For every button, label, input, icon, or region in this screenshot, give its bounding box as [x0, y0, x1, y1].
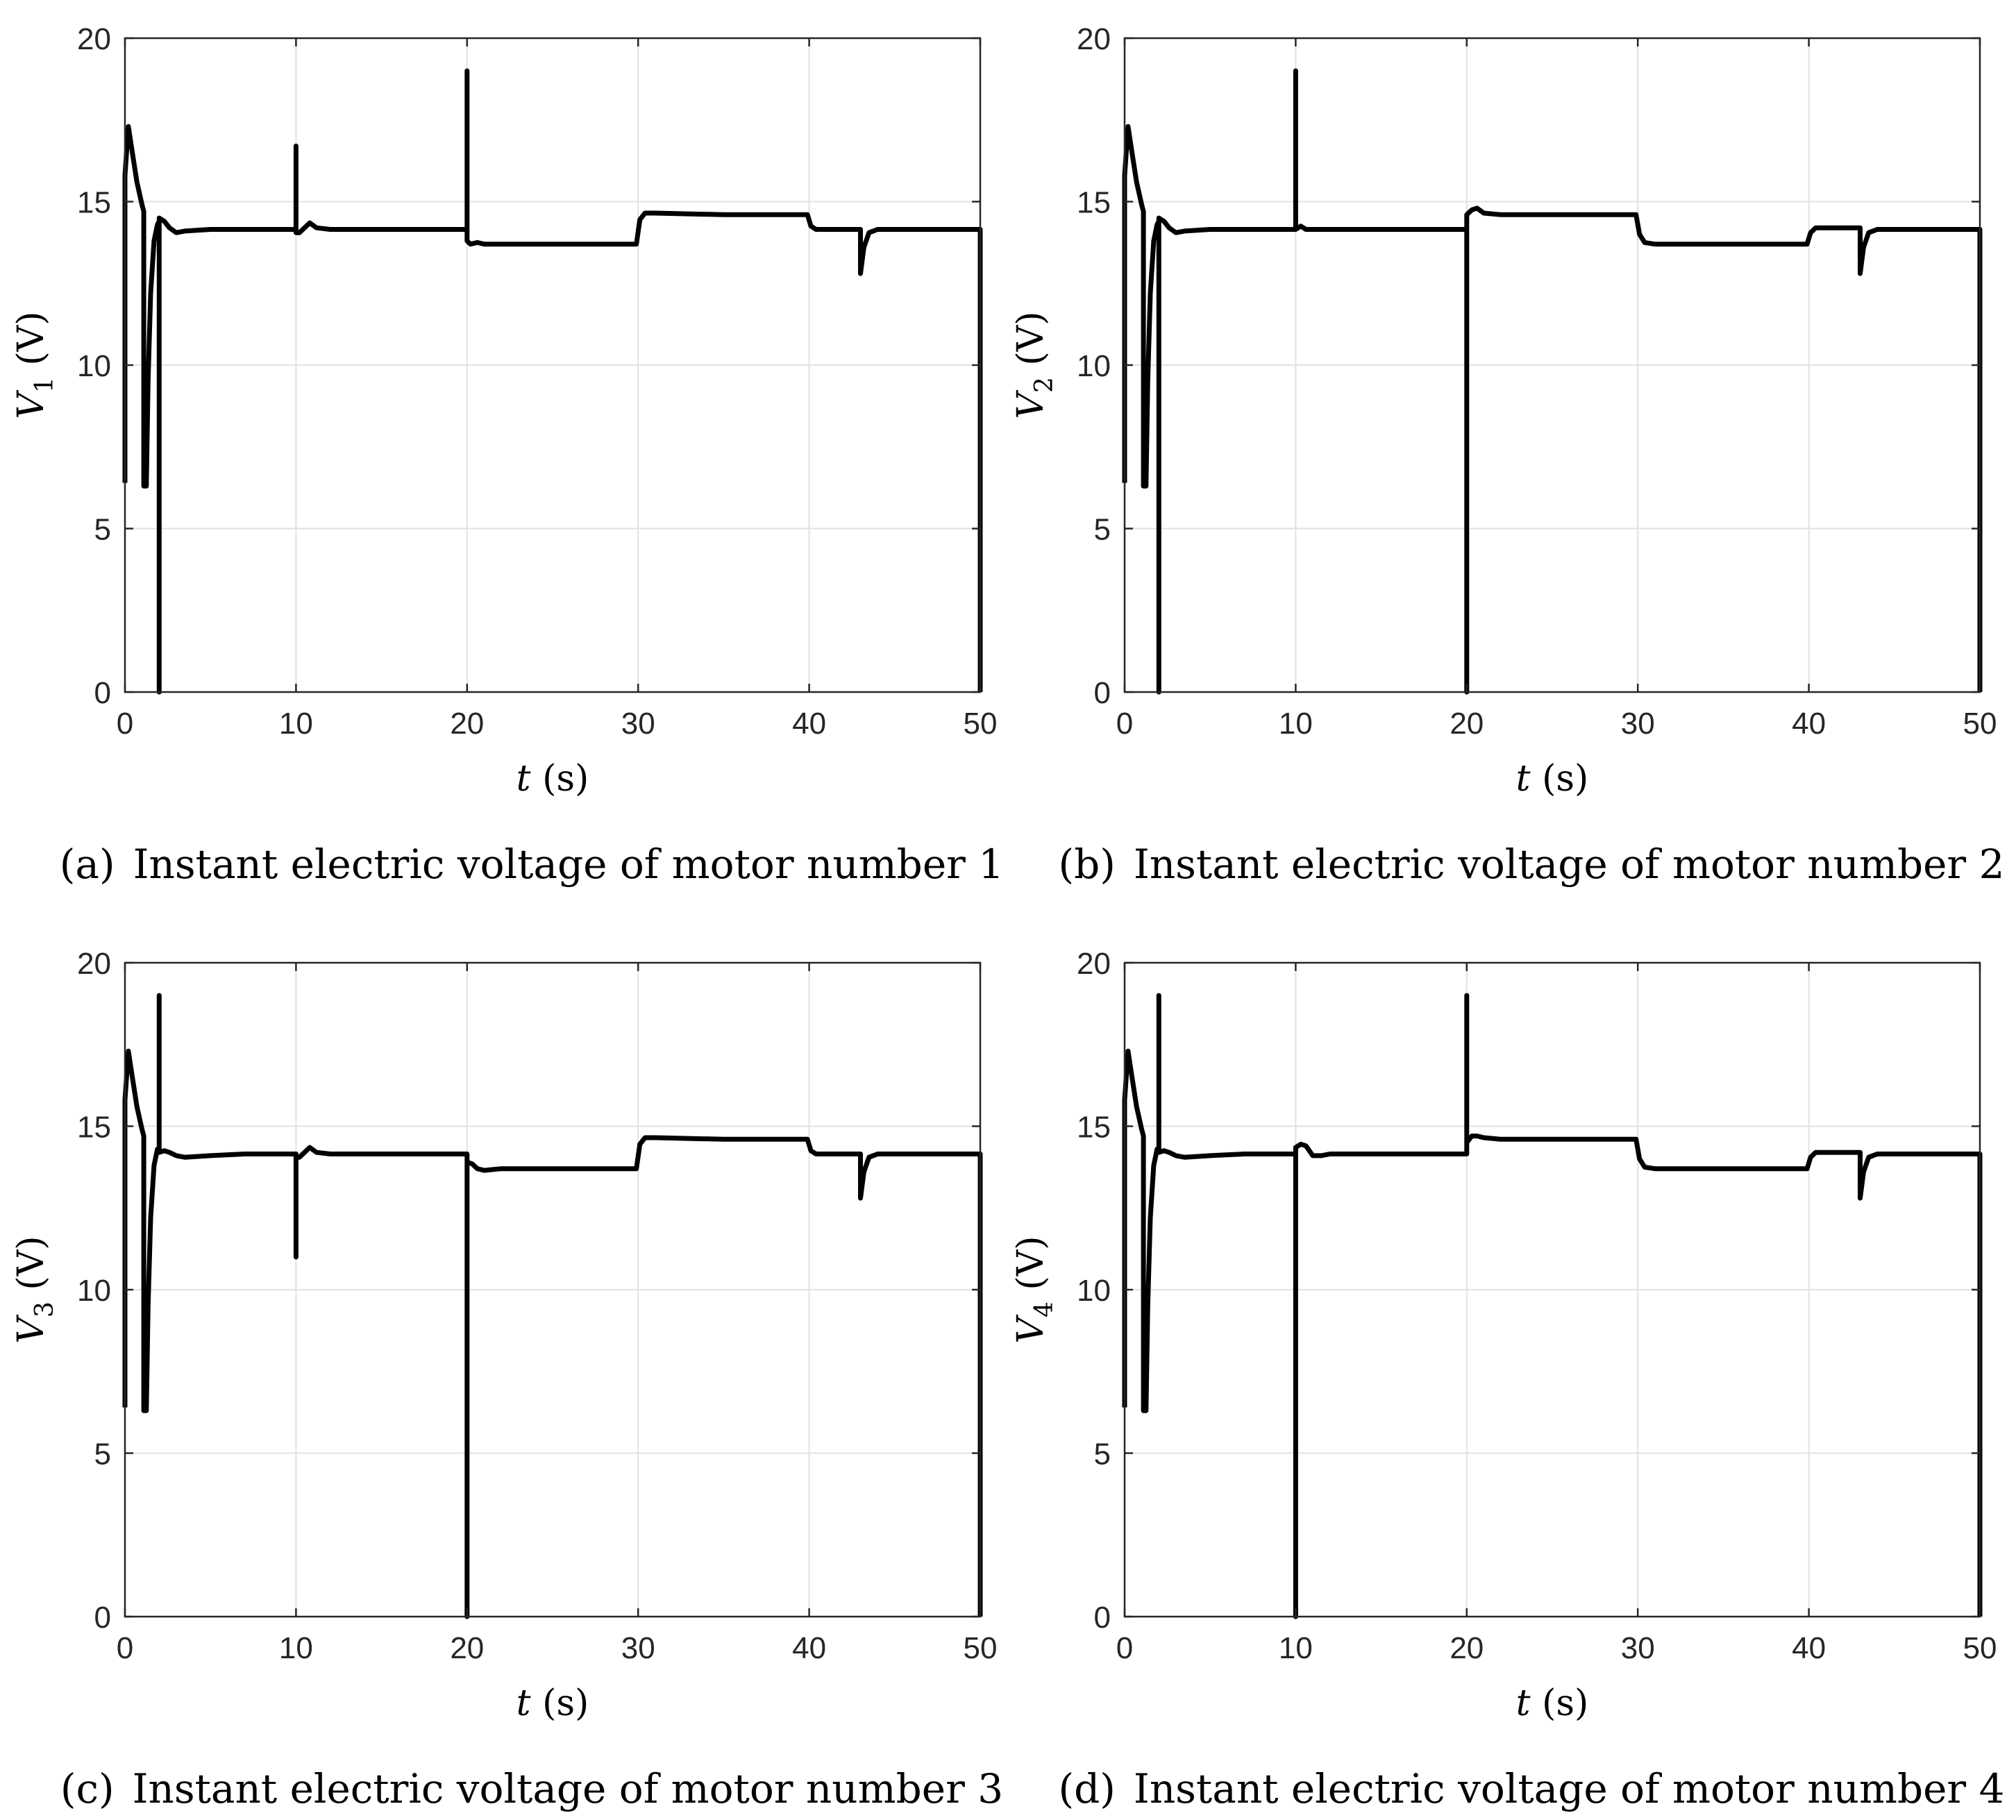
chart-panel-a: 0 10 20 30 40 50 0 5 10 15 20 t (s) V1 (V) (a) Instant… [10, 22, 1004, 888]
x-tick-label: 40 [792, 1631, 826, 1665]
caption-label: (a) [60, 841, 115, 888]
x-tick-label: 0 [1116, 1631, 1133, 1665]
x-tick-label: 40 [1792, 707, 1826, 741]
x-tick-label: 10 [1279, 1631, 1313, 1665]
series-line-v4 [1122, 993, 1983, 1619]
y-tick-label: 0 [94, 676, 111, 710]
x-axis-label: t (s) [516, 758, 589, 800]
subfigure-caption: (b) Instant electric voltage of motor num… [1059, 841, 2005, 888]
y-tick-label: 20 [77, 947, 111, 981]
y-tick-label: 10 [1077, 349, 1111, 383]
y-axis-unit: (V) [10, 1236, 52, 1301]
y-axis-subscript: 4 [1030, 1301, 1059, 1317]
x-tick-label: 40 [1792, 1631, 1826, 1665]
y-tick-label: 0 [1094, 1601, 1111, 1635]
y-axis-symbol: V [1010, 390, 1052, 419]
y-axis-subscript: 1 [31, 377, 59, 393]
y-tick-label: 15 [77, 186, 111, 220]
caption-text: Instant electric voltage of motor number… [133, 841, 1005, 888]
y-tick-label: 20 [1077, 22, 1111, 56]
y-axis-label: V4 (V) [1010, 1236, 1059, 1343]
subfigure-caption: (a) Instant electric voltage of motor num… [60, 841, 1004, 888]
x-tick-label: 30 [1621, 1631, 1655, 1665]
x-tick-label: 50 [1963, 1631, 1997, 1665]
chart-panel-b: 0 10 20 30 40 50 0 5 10 15 20 t (s) V2 (V) (b) Instant… [1010, 22, 2004, 888]
y-tick-label: 15 [1077, 1111, 1111, 1145]
x-tick-label: 20 [1450, 1631, 1484, 1665]
subfigure-caption: (d) Instant electric voltage of motor num… [1059, 1765, 2005, 1812]
y-axis-symbol: V [1010, 1315, 1052, 1344]
series-line-v3 [122, 993, 983, 1619]
y-tick-label: 20 [1077, 947, 1111, 981]
x-axis-symbol: t [516, 758, 531, 800]
x-tick-label: 20 [450, 1631, 484, 1665]
y-axis-unit: (V) [1010, 1236, 1052, 1301]
x-axis-symbol: t [1516, 758, 1531, 800]
y-tick-label: 10 [77, 349, 111, 383]
caption-label: (c) [60, 1765, 115, 1812]
x-tick-label: 30 [621, 1631, 655, 1665]
caption-text: Instant electric voltage of motor number… [133, 1765, 1004, 1812]
x-tick-label: 20 [1450, 707, 1484, 741]
x-tick-label: 10 [279, 1631, 313, 1665]
chart-panel-c: 0 10 20 30 40 50 0 5 10 15 20 t (s) V3 (V) (c) Instant… [10, 947, 1003, 1812]
y-tick-label: 5 [94, 513, 111, 547]
y-tick-label: 15 [1077, 186, 1111, 220]
x-axis-unit: (s) [531, 1683, 589, 1724]
x-axis-unit: (s) [1531, 1683, 1589, 1724]
x-tick-label: 50 [1963, 707, 1997, 741]
y-axis-subscript: 2 [1030, 377, 1059, 393]
y-tick-label: 15 [77, 1111, 111, 1145]
caption-text: Instant electric voltage of motor number… [1134, 1765, 2005, 1812]
x-axis-symbol: t [516, 1683, 531, 1724]
x-tick-label: 0 [1116, 707, 1133, 741]
y-tick-label: 10 [77, 1274, 111, 1308]
chart-panel-d: 0 10 20 30 40 50 0 5 10 15 20 t (s) V4 (V) (d) Instant… [1010, 947, 2004, 1812]
x-tick-label: 30 [621, 707, 655, 741]
y-axis-symbol: V [10, 1315, 52, 1344]
x-tick-label: 40 [792, 707, 826, 741]
y-tick-label: 5 [1094, 1438, 1111, 1472]
x-tick-label: 0 [117, 707, 133, 741]
x-tick-label: 0 [117, 1631, 133, 1665]
x-axis-symbol: t [1516, 1683, 1531, 1724]
y-axis-symbol: V [10, 390, 52, 419]
y-tick-label: 20 [77, 22, 111, 56]
x-tick-label: 10 [1279, 707, 1313, 741]
y-axis-unit: (V) [10, 311, 52, 377]
x-axis-label: t (s) [1516, 758, 1589, 800]
y-tick-label: 0 [94, 1601, 111, 1635]
series-line-v1 [122, 68, 983, 695]
x-tick-label: 10 [279, 707, 313, 741]
y-tick-label: 0 [1094, 676, 1111, 710]
y-tick-label: 5 [94, 1438, 111, 1472]
subfigure-caption: (c) Instant electric voltage of motor num… [60, 1765, 1003, 1812]
x-tick-label: 50 [964, 1631, 998, 1665]
y-tick-label: 5 [1094, 513, 1111, 547]
x-tick-label: 30 [1621, 707, 1655, 741]
y-axis-subscript: 3 [31, 1301, 59, 1317]
y-axis-label: V3 (V) [10, 1236, 59, 1343]
series-line-v2 [1122, 68, 1983, 695]
caption-label: (b) [1059, 841, 1116, 888]
y-tick-label: 10 [1077, 1274, 1111, 1308]
y-axis-label: V2 (V) [1010, 311, 1059, 419]
x-axis-unit: (s) [531, 758, 589, 800]
caption-text: Instant electric voltage of motor number… [1134, 841, 2005, 888]
x-tick-label: 50 [964, 707, 998, 741]
y-axis-unit: (V) [1010, 311, 1052, 377]
x-axis-label: t (s) [1516, 1683, 1589, 1724]
caption-label: (d) [1059, 1765, 1116, 1812]
y-axis-label: V1 (V) [10, 311, 59, 419]
x-axis-label: t (s) [516, 1683, 589, 1724]
x-tick-label: 20 [450, 707, 484, 741]
x-axis-unit: (s) [1531, 758, 1589, 800]
